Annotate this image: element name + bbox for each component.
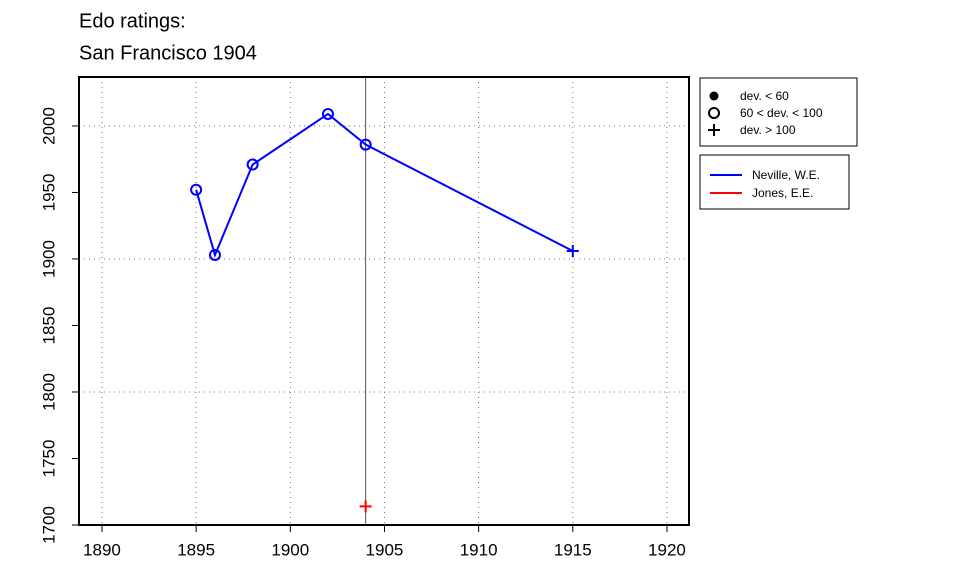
x-tick-label: 1905 bbox=[366, 540, 404, 559]
legend-label: 60 < dev. < 100 bbox=[740, 106, 823, 120]
legend-label: Jones, E.E. bbox=[752, 186, 813, 200]
x-tick-label: 1900 bbox=[271, 540, 309, 559]
legend-label: Neville, W.E. bbox=[752, 168, 820, 182]
marker bbox=[190, 183, 203, 196]
marker bbox=[321, 107, 334, 120]
y-tick-label: 2000 bbox=[39, 107, 58, 145]
legend-label: dev. < 60 bbox=[740, 89, 789, 103]
marker bbox=[359, 138, 372, 151]
marker bbox=[359, 500, 372, 513]
chart-subtitle: San Francisco 1904 bbox=[79, 42, 257, 64]
y-tick-label: 1800 bbox=[39, 373, 58, 411]
x-tick-label: 1915 bbox=[554, 540, 592, 559]
legend-symbol bbox=[708, 124, 720, 136]
x-tick-label: 1895 bbox=[177, 540, 215, 559]
symbol-legend-box bbox=[699, 77, 858, 147]
legend-label: dev. > 100 bbox=[740, 123, 796, 137]
y-tick-label: 1850 bbox=[39, 307, 58, 345]
marker bbox=[208, 248, 221, 261]
series-line bbox=[195, 112, 574, 258]
chart-title: Edo ratings: bbox=[79, 10, 186, 32]
marker bbox=[246, 158, 259, 171]
x-tick-label: 1910 bbox=[460, 540, 498, 559]
legend-symbol bbox=[708, 107, 720, 119]
legend-symbol bbox=[709, 91, 719, 101]
y-tick-label: 1700 bbox=[39, 506, 58, 544]
y-tick-label: 1750 bbox=[39, 440, 58, 478]
series-legend-box bbox=[699, 154, 850, 210]
x-tick-label: 1920 bbox=[648, 540, 686, 559]
y-tick-label: 1900 bbox=[39, 240, 58, 278]
y-tick-label: 1950 bbox=[39, 174, 58, 212]
x-tick-label: 1890 bbox=[83, 540, 121, 559]
marker bbox=[566, 244, 579, 257]
